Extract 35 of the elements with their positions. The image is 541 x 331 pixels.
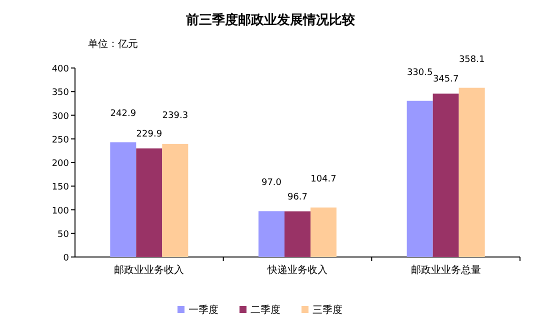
chart-title: 前三季度邮政业发展情况比较 [185, 12, 356, 28]
bar [284, 211, 310, 257]
data-label: 239.3 [162, 110, 188, 121]
y-tick-label: 100 [52, 206, 70, 216]
data-label: 242.9 [110, 109, 136, 120]
y-tick-label: 300 [52, 112, 70, 122]
y-tick-label: 400 [52, 64, 70, 74]
legend-label: 二季度 [250, 304, 280, 316]
y-tick-label: 200 [52, 159, 70, 169]
x-tick-label: 邮政业业务收入 [114, 264, 184, 276]
bar [310, 208, 336, 257]
x-tick-label: 快递业务收入 [266, 264, 328, 276]
x-tick-label: 邮政业业务总量 [410, 264, 481, 276]
bar [406, 100, 433, 257]
legend-label: 三季度 [312, 304, 342, 316]
bar [458, 88, 485, 257]
data-label: 358.1 [458, 54, 485, 65]
y-tick-label: 350 [52, 88, 70, 98]
bar [136, 148, 162, 257]
legend-label: 一季度 [188, 304, 218, 316]
data-label: 229.9 [136, 129, 162, 140]
bar [258, 211, 284, 257]
y-tick-label: 0 [63, 254, 70, 264]
bar [432, 94, 459, 257]
y-tick-label: 50 [58, 230, 70, 240]
y-tick-label: 250 [52, 135, 70, 146]
data-label: 330.5 [406, 68, 433, 78]
data-label: 97.0 [261, 178, 282, 188]
bar [110, 142, 136, 257]
bar [162, 144, 188, 257]
y-tick-label: 150 [52, 182, 70, 193]
data-label: 104.7 [310, 174, 336, 185]
data-label: 345.7 [432, 74, 459, 85]
data-label: 96.7 [287, 192, 308, 202]
text: 单位：亿元 [88, 38, 138, 50]
